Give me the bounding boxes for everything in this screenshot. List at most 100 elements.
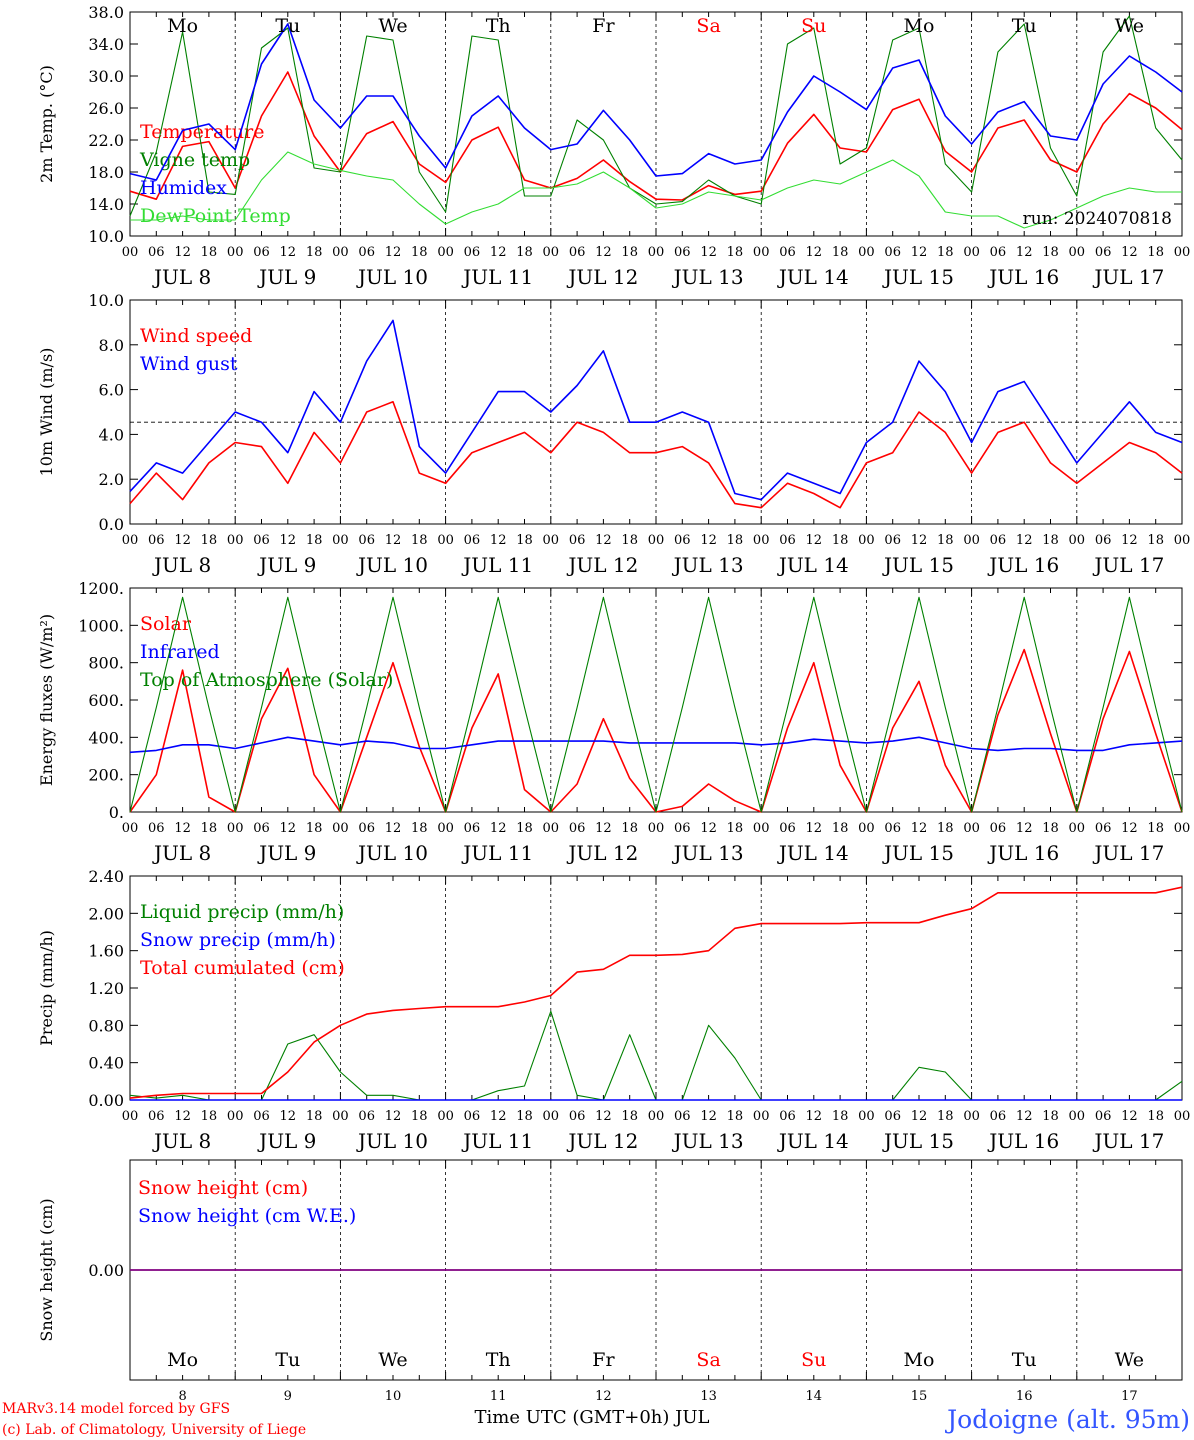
hour-tick-label: 18 bbox=[201, 533, 218, 548]
hour-tick-label: 12 bbox=[490, 821, 507, 836]
hour-tick-label: 00 bbox=[227, 245, 244, 260]
hour-tick-label: 00 bbox=[1174, 1109, 1191, 1124]
date-label: JUL 15 bbox=[882, 841, 954, 865]
hour-tick-label: 12 bbox=[385, 533, 402, 548]
date-label: JUL 14 bbox=[777, 841, 849, 865]
y-tick-label: 1000. bbox=[78, 616, 124, 635]
hour-tick-label: 12 bbox=[1016, 533, 1033, 548]
day-number-label: 8 bbox=[178, 1389, 186, 1404]
day-number-label: 14 bbox=[806, 1389, 823, 1404]
hour-tick-label: 18 bbox=[201, 1109, 218, 1124]
hour-tick-label: 18 bbox=[937, 533, 954, 548]
y-axis-title: Energy fluxes (W/m²) bbox=[37, 614, 56, 786]
series-line bbox=[129, 596, 1183, 813]
date-label: JUL 11 bbox=[461, 841, 533, 865]
hour-tick-label: 12 bbox=[911, 1109, 928, 1124]
hour-tick-label: 00 bbox=[963, 1109, 980, 1124]
date-label: JUL 10 bbox=[356, 265, 428, 289]
legend-entry: Total cumulated (cm) bbox=[140, 957, 345, 979]
hour-tick-label: 18 bbox=[516, 245, 533, 260]
hour-tick-label: 12 bbox=[806, 533, 823, 548]
hour-tick-label: 06 bbox=[990, 821, 1007, 836]
y-tick-label: 800. bbox=[88, 654, 124, 673]
legend-entry: DewPoint Temp bbox=[140, 205, 291, 227]
day-number-label: 9 bbox=[284, 1389, 292, 1404]
y-tick-label: 38.0 bbox=[88, 3, 124, 22]
hour-tick-label: 06 bbox=[464, 821, 481, 836]
date-label: JUL 17 bbox=[1092, 841, 1164, 865]
date-label: JUL 14 bbox=[777, 1129, 849, 1153]
plot-frame bbox=[129, 587, 1183, 813]
hour-tick-label: 18 bbox=[937, 245, 954, 260]
hour-tick-label: 06 bbox=[253, 821, 270, 836]
y-tick-label: 1200. bbox=[78, 579, 124, 598]
hour-tick-label: 06 bbox=[464, 533, 481, 548]
date-label: JUL 9 bbox=[257, 265, 316, 289]
y-tick-label: 0. bbox=[109, 803, 124, 822]
hour-tick-label: 06 bbox=[569, 821, 586, 836]
hour-tick-label: 00 bbox=[332, 245, 349, 260]
hour-tick-label: 12 bbox=[700, 533, 717, 548]
legend-entry: Vigne temp bbox=[139, 149, 250, 171]
weekday-label: We bbox=[378, 15, 407, 37]
date-label: JUL 12 bbox=[566, 841, 638, 865]
y-axis-title: 2m Temp. (°C) bbox=[37, 65, 56, 183]
hour-tick-label: 12 bbox=[280, 1109, 297, 1124]
hour-tick-label: 12 bbox=[595, 245, 612, 260]
day-number-label: 17 bbox=[1121, 1389, 1138, 1404]
hour-tick-label: 06 bbox=[884, 245, 901, 260]
hour-tick-label: 12 bbox=[595, 821, 612, 836]
hour-tick-label: 18 bbox=[621, 533, 638, 548]
hour-tick-label: 00 bbox=[122, 1109, 139, 1124]
location-label: Jodoigne (alt. 95m) bbox=[944, 1405, 1190, 1434]
y-tick-label: 0.00 bbox=[88, 1091, 124, 1110]
legend-entry: Liquid precip (mm/h) bbox=[140, 901, 344, 923]
hour-tick-label: 12 bbox=[911, 533, 928, 548]
weekday-label: We bbox=[1115, 1349, 1144, 1371]
hour-tick-label: 12 bbox=[1121, 821, 1138, 836]
series-line bbox=[129, 15, 1183, 217]
hour-tick-label: 18 bbox=[621, 245, 638, 260]
hour-tick-label: 18 bbox=[727, 1109, 744, 1124]
hour-tick-label: 00 bbox=[858, 533, 875, 548]
hour-tick-label: 06 bbox=[569, 533, 586, 548]
hour-tick-label: 00 bbox=[753, 821, 770, 836]
weekday-label: We bbox=[1115, 15, 1144, 37]
y-tick-label: 30.0 bbox=[88, 67, 124, 86]
day-number-label: 13 bbox=[700, 1389, 717, 1404]
hour-tick-label: 06 bbox=[990, 1109, 1007, 1124]
hour-tick-label: 00 bbox=[332, 1109, 349, 1124]
hour-tick-label: 06 bbox=[884, 533, 901, 548]
series-line bbox=[129, 71, 1183, 201]
hour-tick-label: 18 bbox=[516, 1109, 533, 1124]
hour-tick-label: 18 bbox=[727, 821, 744, 836]
date-label: JUL 16 bbox=[987, 1129, 1059, 1153]
hour-tick-label: 12 bbox=[700, 1109, 717, 1124]
hour-tick-label: 00 bbox=[1069, 1109, 1086, 1124]
date-label: JUL 9 bbox=[257, 553, 316, 577]
date-label: JUL 17 bbox=[1092, 553, 1164, 577]
date-label: JUL 11 bbox=[461, 553, 533, 577]
hour-tick-label: 12 bbox=[700, 245, 717, 260]
hour-tick-label: 18 bbox=[411, 533, 428, 548]
day-number-label: 11 bbox=[490, 1389, 507, 1404]
day-number-label: 10 bbox=[385, 1389, 402, 1404]
y-tick-label: 8.0 bbox=[99, 336, 124, 355]
y-tick-label: 2.40 bbox=[88, 867, 124, 886]
date-label: JUL 10 bbox=[356, 1129, 428, 1153]
hour-tick-label: 12 bbox=[595, 533, 612, 548]
hour-tick-label: 00 bbox=[227, 821, 244, 836]
hour-tick-label: 06 bbox=[779, 1109, 796, 1124]
legend-entry: Snow precip (mm/h) bbox=[140, 929, 336, 951]
hour-tick-label: 18 bbox=[727, 533, 744, 548]
hour-tick-label: 06 bbox=[253, 533, 270, 548]
hour-tick-label: 12 bbox=[700, 821, 717, 836]
date-label: JUL 16 bbox=[987, 553, 1059, 577]
date-label: JUL 15 bbox=[882, 265, 954, 289]
hour-tick-label: 12 bbox=[490, 1109, 507, 1124]
hour-tick-label: 00 bbox=[858, 821, 875, 836]
day-number-label: 12 bbox=[595, 1389, 612, 1404]
series-line bbox=[129, 319, 1183, 501]
weekday-label: Mo bbox=[167, 1349, 198, 1371]
